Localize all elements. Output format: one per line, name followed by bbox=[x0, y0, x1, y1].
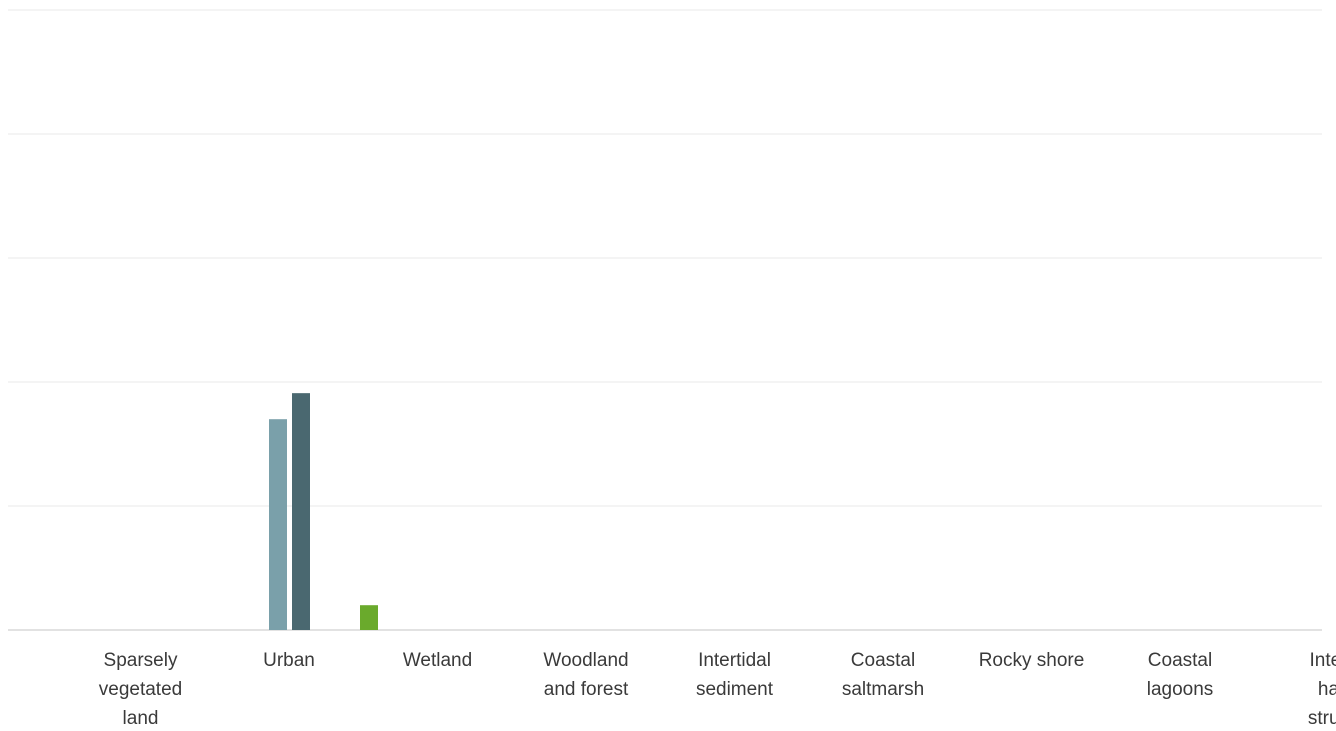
category-label-1: Sparsely vegetated land bbox=[99, 650, 182, 729]
category-label-8-line-0: Coastal bbox=[1148, 650, 1212, 671]
category-label-9: Inter ha struc bbox=[1308, 650, 1336, 729]
category-label-8: Coastal lagoons bbox=[1147, 650, 1214, 700]
category-label-6: Coastal saltmarsh bbox=[842, 650, 924, 700]
bars bbox=[269, 393, 378, 630]
bar-series1-2 bbox=[269, 419, 287, 630]
category-label-2-line-0: Urban bbox=[263, 650, 315, 671]
category-label-6-line-0: Coastal bbox=[851, 650, 915, 671]
category-label-7: Rocky shore bbox=[979, 650, 1085, 671]
category-label-4-line-0: Woodland bbox=[543, 650, 628, 671]
category-label-1-line-0: Sparsely bbox=[104, 650, 178, 671]
category-label-9-line-1: ha bbox=[1318, 679, 1336, 700]
bar-series2-2 bbox=[292, 393, 310, 630]
category-label-7-line-0: Rocky shore bbox=[979, 650, 1085, 671]
category-label-2: Urban bbox=[263, 650, 315, 671]
category-label-9-line-2: struc bbox=[1308, 708, 1336, 729]
category-labels: sSparselyvegetatedlandUrbanWetlandWoodla… bbox=[99, 650, 1336, 729]
category-label-9-line-0: Inter bbox=[1309, 650, 1336, 671]
category-label-8-line-1: lagoons bbox=[1147, 679, 1214, 700]
gridlines bbox=[8, 9, 1322, 631]
category-label-3-line-0: Wetland bbox=[403, 650, 472, 671]
category-label-4-line-1: and forest bbox=[544, 679, 629, 700]
category-label-1-line-1: vegetated bbox=[99, 679, 182, 700]
category-label-5-line-0: Intertidal bbox=[698, 650, 771, 671]
category-label-5-line-1: sediment bbox=[696, 679, 774, 700]
category-label-3: Wetland bbox=[403, 650, 472, 671]
category-label-4: Woodland and forest bbox=[543, 650, 629, 700]
bar-series3-2 bbox=[360, 605, 378, 630]
category-label-5: Intertidal sediment bbox=[696, 650, 774, 700]
category-label-6-line-1: saltmarsh bbox=[842, 679, 924, 700]
category-label-1-line-2: land bbox=[123, 708, 159, 729]
